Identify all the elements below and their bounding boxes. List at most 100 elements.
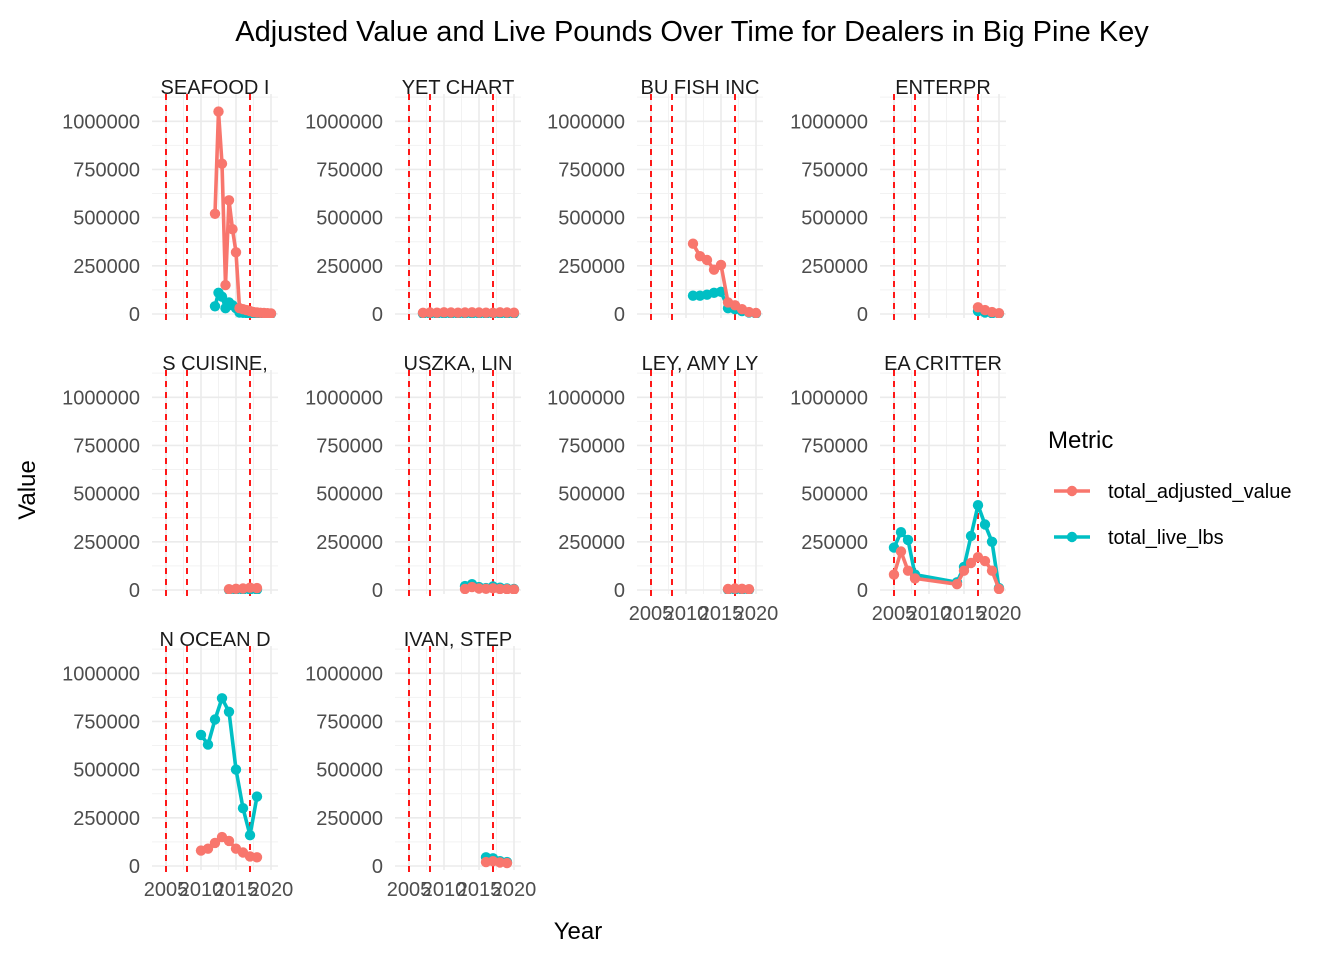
x-tick-label: 2005 — [144, 879, 189, 901]
y-tick-label: 750000 — [73, 711, 140, 733]
data-point — [993, 583, 1005, 594]
panel-grid — [152, 370, 278, 594]
facet-strip-label: YET CHART — [402, 77, 515, 99]
y-tick-label: 750000 — [316, 159, 383, 181]
x-tick-label: 2010 — [907, 603, 952, 625]
y-tick-label: 750000 — [558, 435, 625, 457]
data-point — [202, 739, 214, 750]
y-tick-label: 250000 — [73, 256, 140, 278]
data-point — [715, 286, 727, 297]
data-point — [979, 555, 991, 567]
data-point — [209, 208, 221, 219]
facet-strip-label: N OCEAN D — [159, 629, 270, 651]
y-tick-label: 0 — [372, 856, 383, 878]
data-point — [230, 247, 242, 258]
facet-panel: 0 250000 500000 750000 1000000 S CUISINE, — [62, 353, 278, 602]
y-tick-label: 1000000 — [790, 111, 868, 133]
x-tick-label: 2020 — [977, 603, 1022, 625]
legend-key-point — [1066, 485, 1078, 497]
y-tick-label: 750000 — [558, 159, 625, 181]
facet-strip-label: USZKA, LIN — [404, 353, 513, 375]
data-point — [508, 307, 520, 318]
data-point — [223, 835, 235, 847]
facet-panel: 0 250000 500000 750000 1000000 SEAFOOD I — [62, 77, 278, 326]
x-tick-label: 2005 — [629, 603, 674, 625]
y-tick-label: 750000 — [73, 159, 140, 181]
y-tick-label: 500000 — [558, 484, 625, 506]
y-tick-label: 250000 — [801, 532, 868, 554]
series-line-total-live-lbs — [199, 696, 259, 838]
y-tick-label: 500000 — [316, 760, 383, 782]
data-point — [244, 830, 256, 841]
y-tick-label: 1000000 — [62, 387, 140, 409]
y-tick-label: 0 — [372, 304, 383, 326]
y-tick-label: 1000000 — [62, 111, 140, 133]
data-point — [951, 579, 963, 590]
facet-panels: 0 250000 500000 750000 1000000 SEAFOOD I 0 2500… — [62, 77, 1021, 901]
data-point — [237, 803, 249, 814]
y-tick-label: 500000 — [73, 760, 140, 782]
y-tick-label: 1000000 — [62, 663, 140, 685]
panel-grid — [395, 94, 521, 318]
data-point — [209, 714, 221, 725]
x-tick-label: 2015 — [699, 603, 744, 625]
data-point — [902, 565, 914, 576]
x-tick-label: 2005 — [872, 603, 917, 625]
panel-grid — [395, 370, 521, 594]
data-point — [888, 569, 900, 580]
y-tick-label: 1000000 — [305, 387, 383, 409]
legend-item: total_adjusted_value — [1054, 481, 1291, 503]
data-point — [227, 224, 238, 235]
panel-series — [480, 852, 513, 869]
data-point — [508, 584, 520, 594]
y-tick-label: 750000 — [316, 711, 383, 733]
y-tick-label: 1000000 — [547, 387, 625, 409]
y-tick-label: 250000 — [316, 808, 383, 830]
y-tick-label: 0 — [372, 580, 383, 602]
x-tick-label: 2010 — [422, 879, 467, 901]
y-tick-label: 0 — [614, 304, 625, 326]
x-axis-label: Year — [554, 918, 603, 945]
y-tick-label: 250000 — [73, 808, 140, 830]
panel-series — [195, 693, 263, 863]
y-tick-label: 250000 — [801, 256, 868, 278]
y-tick-label: 500000 — [801, 208, 868, 230]
y-tick-label: 1000000 — [305, 111, 383, 133]
data-point — [965, 557, 977, 569]
facet-panel: 0 250000 500000 750000 1000000 USZKA, LIN — [305, 353, 521, 602]
legend-item: total_live_lbs — [1054, 527, 1224, 549]
panel-grid — [395, 646, 521, 870]
panel-series — [417, 307, 520, 318]
chart-title: Adjusted Value and Live Pounds Over Time… — [235, 16, 1149, 48]
facet-strip-label: SEAFOOD I — [161, 77, 270, 99]
y-tick-label: 250000 — [73, 532, 140, 554]
data-point — [223, 706, 235, 717]
facet-panel: 0 250000 500000 750000 1000000 20052010201520… — [305, 629, 536, 901]
facet-panel: 0 250000 500000 750000 1000000 20052010201520… — [790, 353, 1021, 625]
data-point — [220, 279, 231, 291]
panel-grid — [637, 94, 763, 318]
facet-strip-label: EA CRITTER — [884, 353, 1002, 375]
facet-panel: 0 250000 500000 750000 1000000 BU FISH INC — [547, 77, 763, 326]
data-point — [965, 530, 977, 542]
y-tick-label: 250000 — [558, 256, 625, 278]
data-point — [750, 307, 762, 318]
x-tick-label: 2015 — [942, 603, 987, 625]
y-tick-label: 500000 — [558, 208, 625, 230]
legend-key-point — [1066, 531, 1078, 543]
facet-strip-label: IVAN, STEP — [404, 629, 513, 651]
data-point — [251, 582, 263, 594]
data-point — [216, 158, 228, 169]
data-point — [909, 573, 921, 584]
panel-grid — [152, 646, 278, 870]
data-point — [701, 254, 713, 266]
panel-series — [223, 582, 263, 594]
y-tick-label: 500000 — [73, 208, 140, 230]
x-tick-label: 2010 — [179, 879, 224, 901]
y-tick-label: 1000000 — [547, 111, 625, 133]
panel-grid — [637, 370, 763, 594]
panel-series — [888, 500, 1005, 594]
y-tick-label: 750000 — [801, 159, 868, 181]
data-point — [986, 565, 998, 576]
